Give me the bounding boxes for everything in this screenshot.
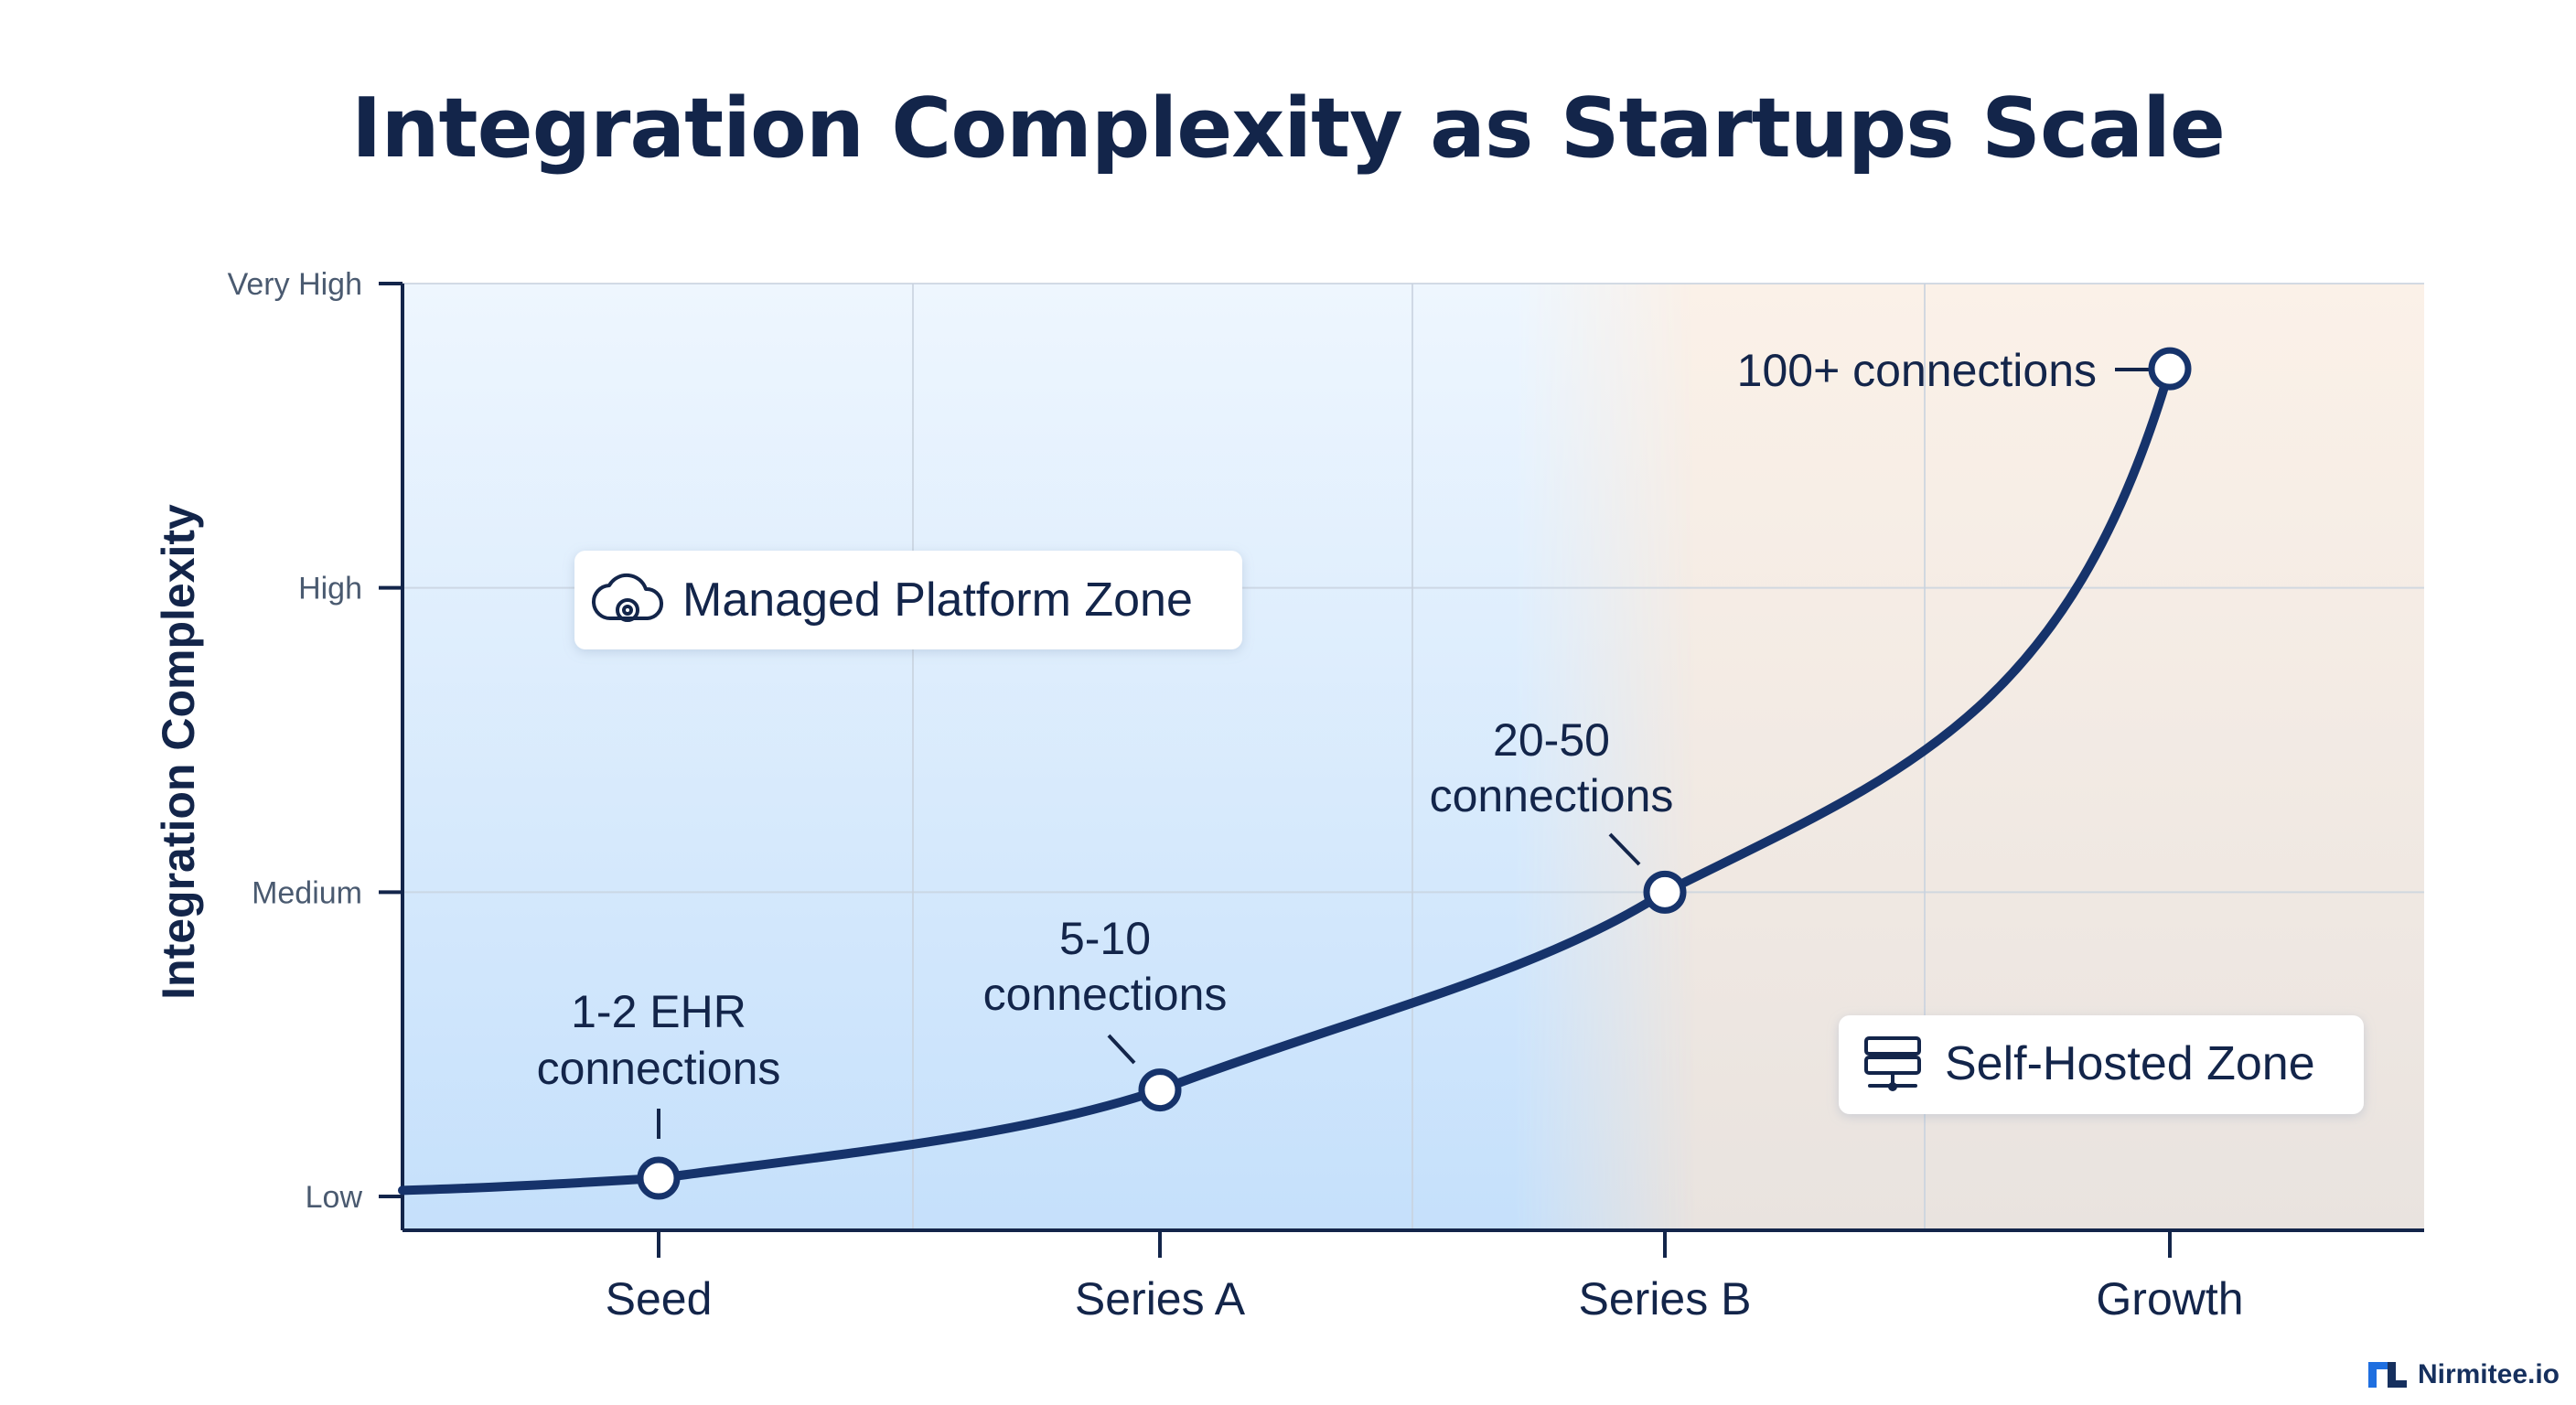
y-tick-label: Low xyxy=(306,1180,363,1215)
point-label: 5-10 xyxy=(1059,913,1151,964)
zone-badge-self-hosted: Self-Hosted Zone xyxy=(1839,1015,2364,1114)
point-label: connections xyxy=(1430,770,1674,821)
zone-badge-managed: Managed Platform Zone xyxy=(574,551,1242,649)
nirmitee-logo-icon xyxy=(2367,1362,2407,1388)
server-rack-icon xyxy=(1864,1036,1921,1091)
point-label: 20-50 xyxy=(1493,714,1610,766)
point-label-leader xyxy=(1107,1034,1136,1065)
zone-badge-bg xyxy=(574,551,1242,649)
x-tick-label: Seed xyxy=(606,1273,713,1325)
data-point xyxy=(637,1156,681,1200)
point-label: 100+ connections xyxy=(1737,345,2097,396)
data-point xyxy=(1643,870,1687,914)
y-axis-label: Integration Complexity xyxy=(153,504,204,1000)
point-label: 1-2 EHR xyxy=(571,986,746,1037)
y-tick-label: Very High xyxy=(228,267,362,302)
y-tick-label: High xyxy=(298,572,362,606)
point-label-leader xyxy=(1608,832,1641,866)
point-label: connections xyxy=(983,969,1228,1020)
x-tick-label: Series B xyxy=(1579,1273,1752,1325)
x-tick-label: Series A xyxy=(1075,1273,1246,1325)
data-point xyxy=(1138,1068,1182,1112)
brand-logo: Nirmitee.io xyxy=(2367,1359,2560,1390)
zone-label-managed: Managed Platform Zone xyxy=(682,574,1193,627)
cloud-gear-icon xyxy=(591,573,663,622)
data-point xyxy=(2148,347,2192,391)
x-tick-label: Growth xyxy=(2096,1273,2243,1325)
chart-title: Integration Complexity as Startups Scale xyxy=(351,80,2226,177)
zone-badge-bg xyxy=(1839,1015,2364,1114)
zone-label-self-hosted: Self-Hosted Zone xyxy=(1945,1037,2315,1090)
point-label: connections xyxy=(537,1043,781,1094)
y-tick-label: Medium xyxy=(252,875,362,910)
brand-name: Nirmitee.io xyxy=(2417,1359,2560,1389)
